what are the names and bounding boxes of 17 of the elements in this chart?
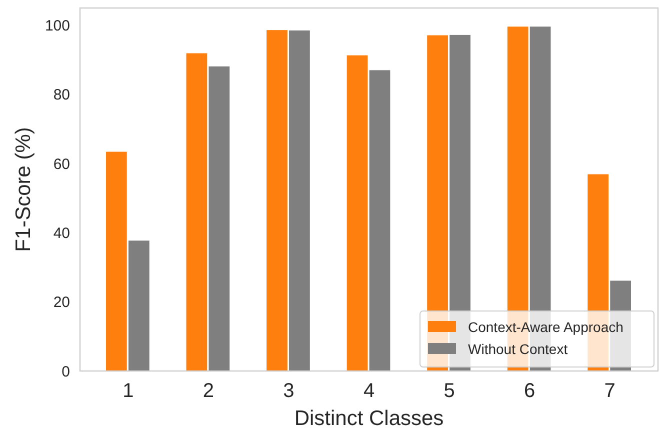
y-tick-label: 0 <box>62 363 70 380</box>
x-tick-label: 2 <box>202 380 214 402</box>
y-tick-label: 80 <box>53 86 70 104</box>
x-tick-label: 6 <box>524 380 536 402</box>
y-tick-label: 100 <box>44 18 70 35</box>
legend-label: Without Context <box>468 340 568 357</box>
legend-label: Context-Aware Approach <box>468 318 624 335</box>
x-tick-label: 1 <box>122 380 134 402</box>
x-tick-label: 5 <box>444 380 455 402</box>
x-tick-label: 7 <box>604 380 616 402</box>
x-tick-label: 4 <box>363 380 375 402</box>
x-tick-label: 3 <box>283 380 294 402</box>
y-axis-title: F1-Score (%) <box>12 127 35 252</box>
y-tick-label: 40 <box>53 224 70 242</box>
y-tick-label: 60 <box>53 156 70 173</box>
x-axis-title: Distinct Classes <box>294 407 444 430</box>
y-tick-label: 20 <box>53 294 70 312</box>
